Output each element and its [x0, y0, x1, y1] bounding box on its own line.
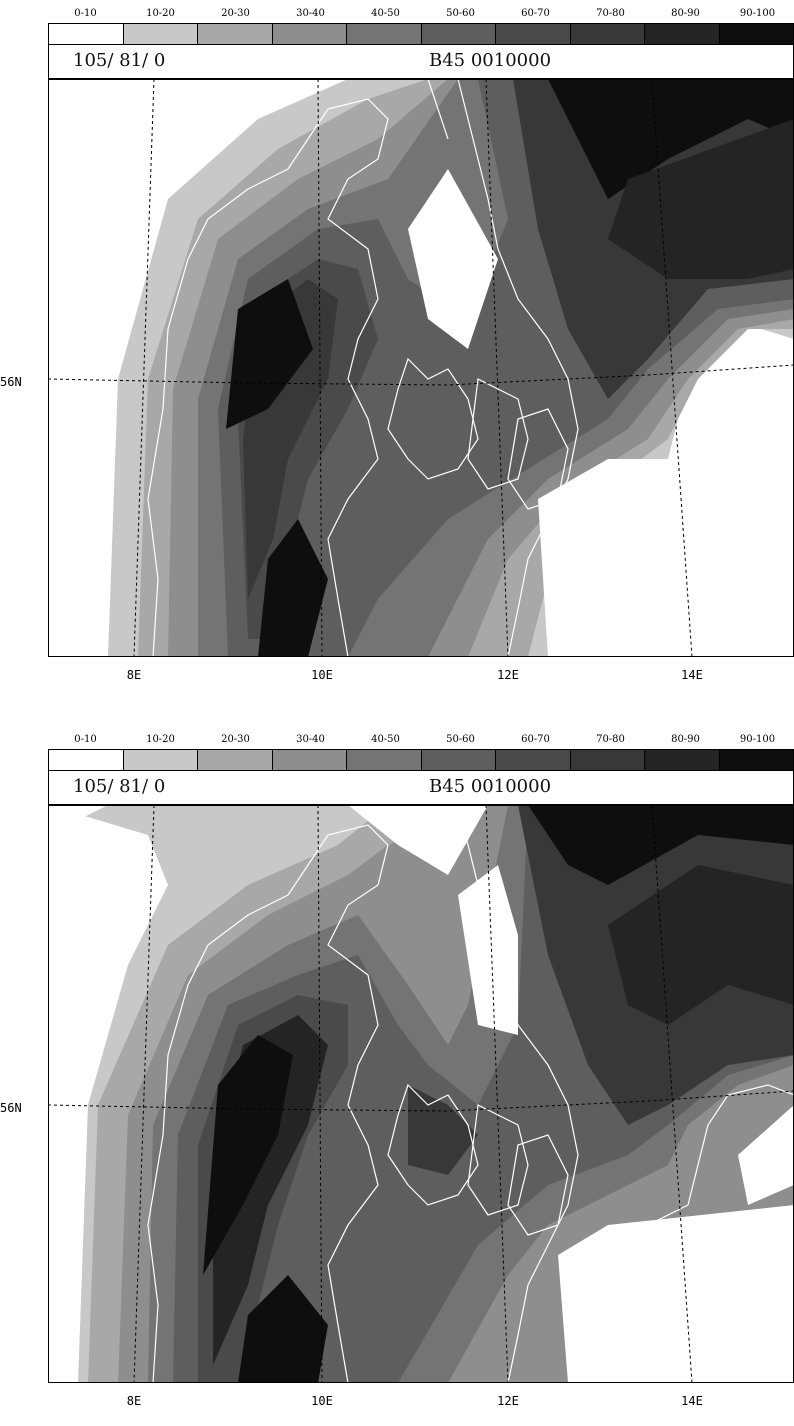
legend-swatch [49, 24, 124, 44]
header-grid-info: 105/ 81/ 0 [73, 50, 166, 71]
contour-band [226, 279, 313, 429]
legend-label: 70-80 [596, 8, 625, 19]
legend-label: 30-40 [296, 734, 325, 745]
legend-swatch [123, 24, 198, 44]
contour-band [548, 79, 794, 199]
contour-band [258, 519, 328, 657]
legend-label: 10-20 [146, 8, 175, 19]
legend-color-bar [48, 749, 794, 771]
legend-labels: 0-10 10-20 20-30 30-40 40-50 50-60 60-70… [48, 0, 794, 22]
legend-swatch [421, 24, 496, 44]
map-header: 105/ 81/ 0 B45 0010000 [48, 45, 794, 79]
contour-band [48, 79, 138, 657]
legend-label: 10-20 [146, 734, 175, 745]
header-grid-info: 105/ 81/ 0 [73, 776, 166, 797]
map-header: 105/ 81/ 0 B45 0010000 [48, 771, 794, 805]
graticule [48, 79, 794, 657]
legend-swatch [570, 750, 645, 770]
contour-band [608, 119, 794, 279]
map-panel-top: 0-10 10-20 20-30 30-40 40-50 50-60 60-70… [0, 0, 794, 700]
map-panel-bottom: 0-10 10-20 20-30 30-40 40-50 50-60 60-70… [0, 726, 794, 1426]
legend-label: 40-50 [371, 8, 400, 19]
legend-label: 60-70 [521, 734, 550, 745]
header-field-code: B45 0010000 [429, 776, 552, 797]
legend-label: 60-70 [521, 8, 550, 19]
contour-band [408, 169, 498, 349]
legend-swatch [421, 750, 496, 770]
contour-band [408, 1085, 478, 1175]
legend-swatch [347, 750, 422, 770]
longitude-label: 10E [311, 668, 333, 682]
latitude-label: 56N [0, 1101, 22, 1115]
coastline [147, 79, 794, 657]
legend-labels: 0-10 10-20 20-30 30-40 40-50 50-60 60-70… [48, 726, 794, 748]
legend-swatch [496, 24, 571, 44]
longitude-label: 10E [311, 1394, 333, 1408]
longitude-label: 12E [497, 1394, 519, 1408]
legend-label: 40-50 [371, 734, 400, 745]
legend-swatch [496, 750, 571, 770]
legend-label: 50-60 [446, 734, 475, 745]
contour-map [48, 805, 794, 1383]
legend-swatch [719, 24, 793, 44]
longitude-label: 14E [681, 668, 703, 682]
legend-swatch [645, 24, 720, 44]
contour-band [528, 805, 794, 885]
legend-label: 30-40 [296, 8, 325, 19]
contour-band [203, 1035, 293, 1275]
legend-swatch [272, 24, 347, 44]
legend-label: 90-100 [739, 8, 776, 19]
legend-label: 0-10 [74, 734, 97, 745]
contour-band [558, 1205, 794, 1383]
legend-swatch [719, 750, 793, 770]
legend-swatch [123, 750, 198, 770]
legend-label: 80-90 [671, 8, 700, 19]
header-field-code: B45 0010000 [429, 50, 552, 71]
legend-swatch [645, 750, 720, 770]
legend-label: 80-90 [671, 734, 700, 745]
contour-map [48, 79, 794, 657]
contour-band [538, 459, 794, 657]
legend-swatch [347, 24, 422, 44]
contour-band [348, 805, 488, 875]
legend-swatch [198, 750, 273, 770]
coastline [147, 805, 794, 1383]
longitude-label: 12E [497, 668, 519, 682]
legend-label: 20-30 [221, 8, 250, 19]
contour-band [608, 865, 794, 1025]
legend-swatch [198, 24, 273, 44]
contour-band [48, 805, 168, 1383]
legend-label: 70-80 [596, 734, 625, 745]
legend-color-bar [48, 23, 794, 45]
longitude-label: 8E [126, 668, 142, 682]
legend-label: 0-10 [74, 8, 97, 19]
legend-swatch [49, 750, 124, 770]
legend-label: 20-30 [221, 734, 250, 745]
graticule [48, 805, 794, 1383]
latitude-label: 56N [0, 375, 22, 389]
legend-label: 90-100 [739, 734, 776, 745]
longitude-label: 14E [681, 1394, 703, 1408]
legend-label: 50-60 [446, 8, 475, 19]
contour-band [238, 1275, 328, 1383]
legend-swatch [272, 750, 347, 770]
contour-band [458, 865, 518, 1035]
legend-swatch [570, 24, 645, 44]
longitude-label: 8E [126, 1394, 142, 1408]
contour-band [738, 1105, 794, 1205]
